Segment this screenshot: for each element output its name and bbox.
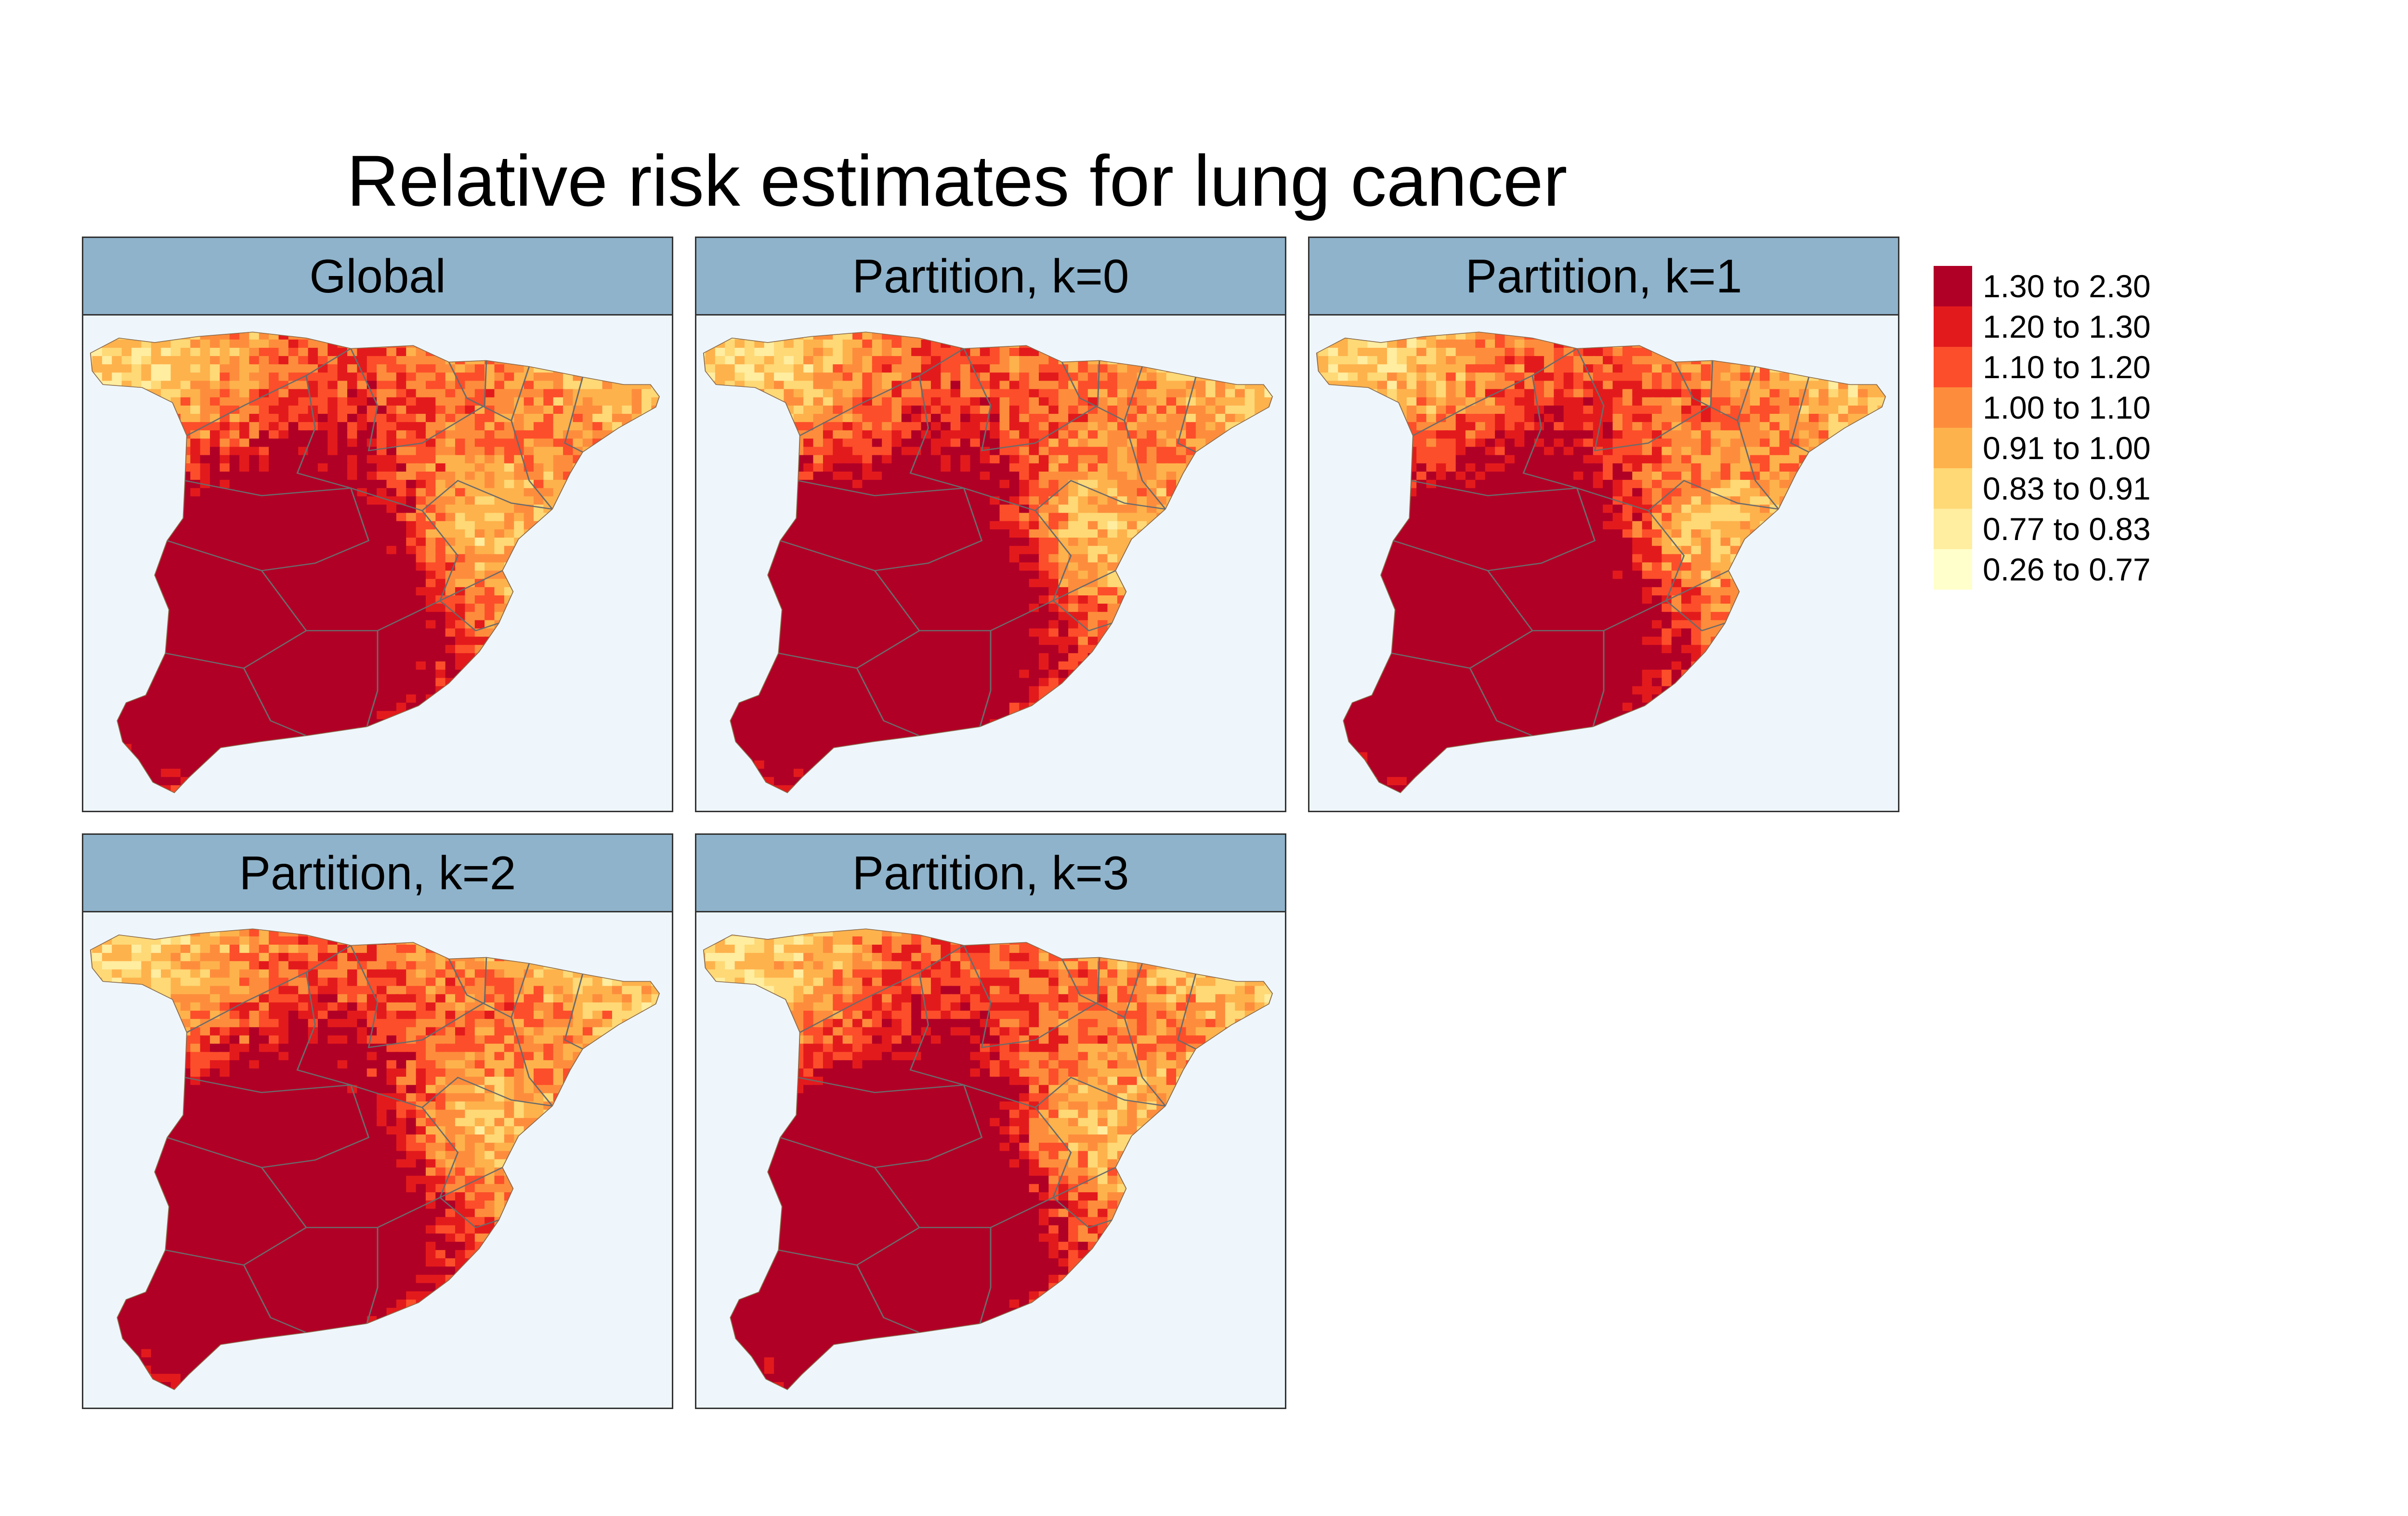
country-outline bbox=[1316, 331, 1886, 793]
spain-choropleth-map bbox=[696, 316, 1285, 811]
legend-swatch bbox=[1934, 306, 1972, 347]
legend-item: 1.00 to 1.10 bbox=[1934, 387, 2151, 428]
legend-item: 1.20 to 1.30 bbox=[1934, 306, 2151, 347]
legend-label: 0.77 to 0.83 bbox=[1983, 511, 2151, 547]
legend-swatch bbox=[1934, 266, 1972, 306]
map-panel-partition-k3: Partition, k=3 bbox=[695, 833, 1286, 1409]
legend-label: 1.30 to 2.30 bbox=[1983, 268, 2151, 304]
map-svg bbox=[1309, 316, 1898, 811]
legend-item: 0.26 to 0.77 bbox=[1934, 549, 2151, 590]
legend-item: 1.10 to 1.20 bbox=[1934, 347, 2151, 387]
spain-choropleth-map bbox=[83, 316, 672, 811]
region-borders bbox=[778, 945, 1197, 1333]
map-panel-global: Global bbox=[82, 237, 673, 812]
legend-label: 0.91 to 1.00 bbox=[1983, 430, 2151, 466]
legend-label: 1.10 to 1.20 bbox=[1983, 349, 2151, 385]
map-svg bbox=[696, 316, 1285, 811]
region-borders bbox=[165, 348, 584, 737]
figure-title: Relative risk estimates for lung cancer bbox=[347, 140, 1568, 221]
legend-label: 1.00 to 1.10 bbox=[1983, 390, 2151, 425]
legend-label: 0.83 to 0.91 bbox=[1983, 471, 2151, 506]
map-panel-partition-k2: Partition, k=2 bbox=[82, 833, 673, 1409]
panel-header: Partition, k=2 bbox=[83, 835, 672, 912]
panel-header: Partition, k=3 bbox=[696, 835, 1285, 912]
legend-item: 0.91 to 1.00 bbox=[1934, 428, 2151, 468]
region-borders bbox=[778, 348, 1197, 737]
panel-header: Partition, k=0 bbox=[696, 238, 1285, 316]
legend-item: 1.30 to 2.30 bbox=[1934, 266, 2151, 306]
spain-choropleth-map bbox=[1309, 316, 1898, 811]
country-outline bbox=[703, 331, 1273, 793]
legend-swatch bbox=[1934, 347, 1972, 387]
legend-item: 0.77 to 0.83 bbox=[1934, 509, 2151, 549]
panel-header: Partition, k=1 bbox=[1309, 238, 1898, 316]
country-outline bbox=[90, 331, 660, 793]
legend-swatch bbox=[1934, 509, 1972, 549]
map-svg bbox=[83, 912, 672, 1408]
map-svg bbox=[83, 316, 672, 811]
map-panel-partition-k0: Partition, k=0 bbox=[695, 237, 1286, 812]
panel-header: Global bbox=[83, 238, 672, 316]
country-outline bbox=[703, 928, 1273, 1390]
municipality-layer bbox=[703, 929, 1273, 1390]
spain-choropleth-map bbox=[83, 912, 672, 1408]
spain-choropleth-map bbox=[696, 912, 1285, 1408]
legend-label: 0.26 to 0.77 bbox=[1983, 552, 2151, 587]
map-svg bbox=[696, 912, 1285, 1408]
map-panel-partition-k1: Partition, k=1 bbox=[1308, 237, 1899, 812]
region-borders bbox=[165, 945, 584, 1333]
legend-swatch bbox=[1934, 468, 1972, 509]
legend-item: 0.83 to 0.91 bbox=[1934, 468, 2151, 509]
legend-swatch bbox=[1934, 387, 1972, 428]
legend-label: 1.20 to 1.30 bbox=[1983, 309, 2151, 344]
region-borders bbox=[1391, 348, 1810, 737]
legend-swatch bbox=[1934, 428, 1972, 468]
country-outline bbox=[90, 928, 660, 1390]
legend-swatch bbox=[1934, 549, 1972, 590]
legend: 1.30 to 2.30 1.20 to 1.30 1.10 to 1.20 1… bbox=[1934, 266, 2151, 590]
